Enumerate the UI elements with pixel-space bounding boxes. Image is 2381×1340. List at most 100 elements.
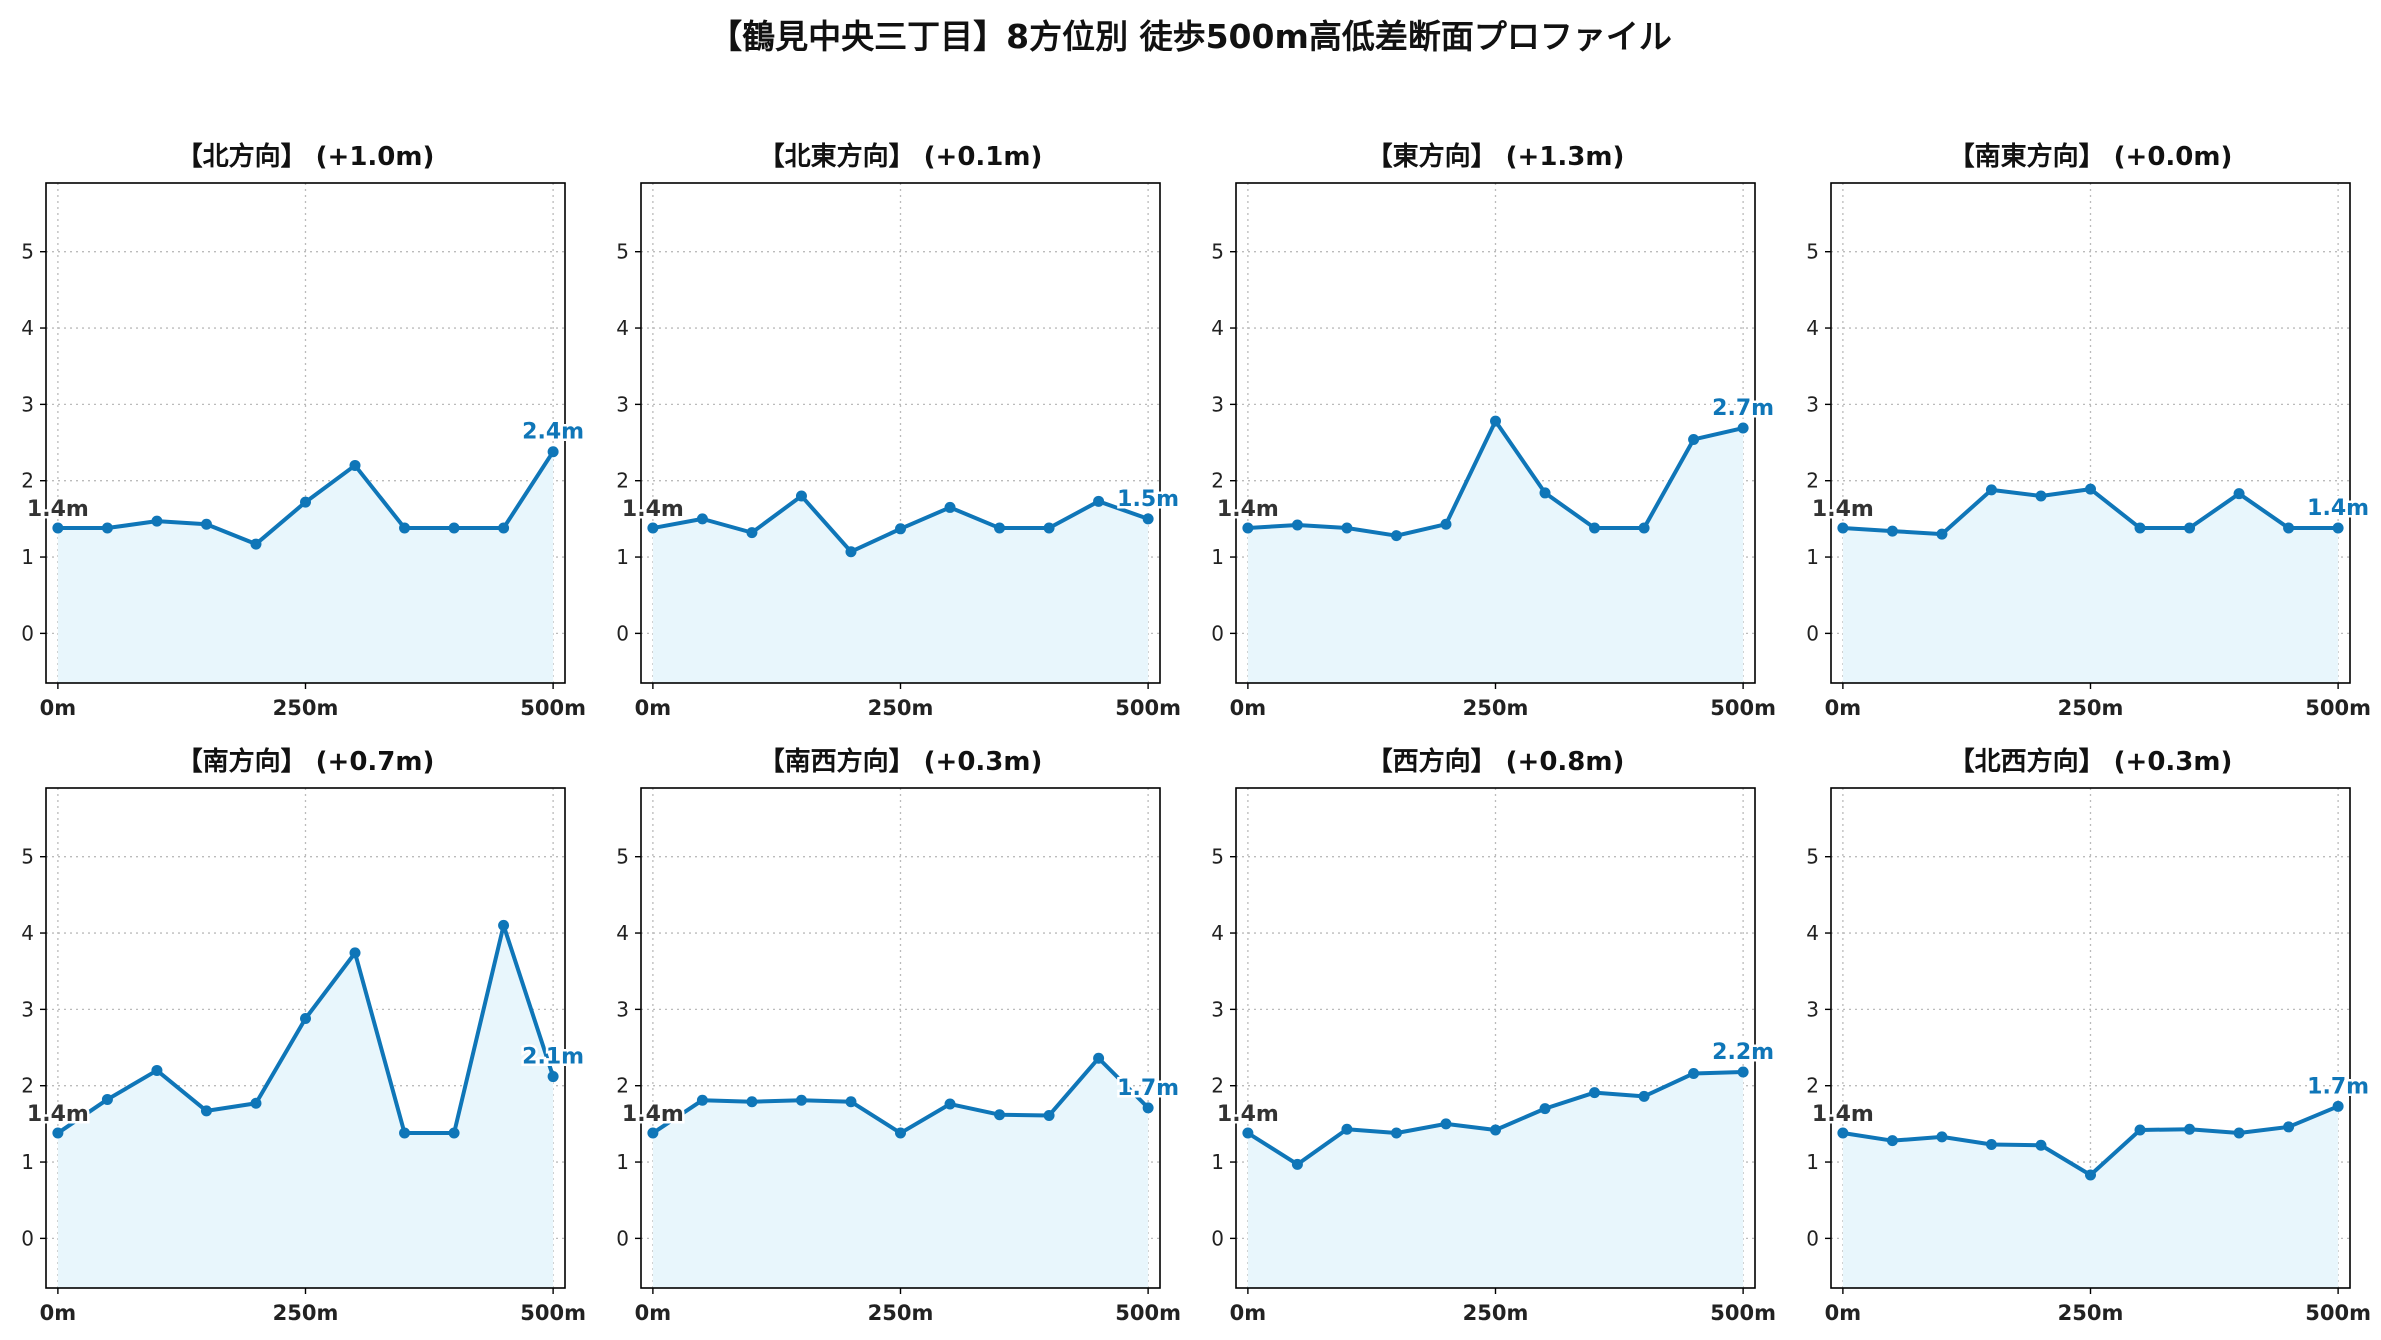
data-point bbox=[1242, 522, 1254, 534]
data-point bbox=[448, 1127, 460, 1139]
x-tick-label: 0m bbox=[1825, 1301, 1862, 1325]
y-tick-label: 4 bbox=[21, 316, 34, 340]
chart-title: 【鶴見中央三丁目】8方位別 徒歩500m高低差断面プロファイル bbox=[709, 17, 1672, 56]
panel-title: 【南西方向】 (+0.3m) bbox=[759, 746, 1043, 777]
data-point bbox=[2035, 490, 2047, 502]
data-point bbox=[845, 546, 857, 558]
y-tick-label: 5 bbox=[1806, 845, 1819, 869]
data-point bbox=[52, 522, 64, 534]
panel-1: 【北東方向】 (+0.1m) 0 1 2 3 4 5 0m 250m 500m 1.4m 1.5m bbox=[616, 141, 1181, 720]
data-point bbox=[1837, 522, 1849, 534]
y-tick-label: 2 bbox=[616, 469, 629, 493]
area-fill bbox=[1247, 421, 1744, 683]
data-point bbox=[1886, 1135, 1898, 1147]
data-point bbox=[1093, 1052, 1105, 1064]
data-point bbox=[1539, 1103, 1551, 1115]
y-tick-label: 0 bbox=[1211, 1226, 1224, 1250]
data-point bbox=[1539, 487, 1551, 499]
y-tick-label: 2 bbox=[1806, 469, 1819, 493]
data-point bbox=[1837, 1127, 1849, 1139]
data-point bbox=[895, 523, 906, 535]
data-point bbox=[250, 538, 262, 550]
y-tick-label: 3 bbox=[21, 392, 34, 416]
y-tick-label: 4 bbox=[1211, 316, 1224, 340]
data-point bbox=[547, 446, 559, 458]
y-tick-label: 3 bbox=[1211, 392, 1224, 416]
y-tick-label: 1 bbox=[1211, 545, 1224, 569]
end-elevation-label: 2.2m bbox=[1712, 1040, 1774, 1065]
x-tick-label: 500m bbox=[1115, 696, 1181, 720]
y-tick-label: 4 bbox=[1211, 921, 1224, 945]
data-point bbox=[250, 1097, 262, 1109]
data-point bbox=[1043, 1109, 1055, 1121]
data-point bbox=[1985, 484, 1997, 496]
panel-6: 【西方向】 (+0.8m) 0 1 2 3 4 5 0m 250m 500m 1.4m 2.2m bbox=[1211, 746, 1776, 1325]
start-elevation-label: 1.4m bbox=[622, 497, 684, 522]
data-point bbox=[1886, 525, 1898, 537]
data-point bbox=[1291, 1158, 1303, 1170]
end-elevation-label: 2.7m bbox=[1712, 396, 1774, 421]
panel-2: 【東方向】 (+1.3m) 0 1 2 3 4 5 0m 250m 500m 1.4m 2.7m bbox=[1211, 141, 1776, 720]
data-point bbox=[1291, 519, 1303, 531]
x-tick-label: 250m bbox=[2058, 1301, 2124, 1325]
y-tick-label: 3 bbox=[21, 997, 34, 1021]
start-elevation-label: 1.4m bbox=[27, 1102, 89, 1127]
x-tick-label: 0m bbox=[635, 1301, 672, 1325]
y-tick-label: 0 bbox=[1211, 621, 1224, 645]
panel-4: 【南方向】 (+0.7m) 0 1 2 3 4 5 0m 250m 500m 1.4m 2.1m bbox=[21, 746, 586, 1325]
x-tick-label: 250m bbox=[1463, 1301, 1529, 1325]
data-point bbox=[2085, 483, 2096, 495]
y-tick-label: 2 bbox=[1806, 1074, 1819, 1098]
y-tick-label: 2 bbox=[1211, 469, 1224, 493]
data-point bbox=[795, 1094, 807, 1106]
area-fill bbox=[652, 1058, 1149, 1288]
y-tick-label: 3 bbox=[1211, 997, 1224, 1021]
area-fill bbox=[57, 451, 554, 683]
start-elevation-label: 1.4m bbox=[1812, 1102, 1874, 1127]
y-tick-label: 1 bbox=[1211, 1150, 1224, 1174]
y-tick-label: 3 bbox=[616, 997, 629, 1021]
y-tick-label: 0 bbox=[616, 621, 629, 645]
end-elevation-label: 2.1m bbox=[522, 1045, 584, 1070]
data-point bbox=[2233, 1127, 2245, 1139]
data-point bbox=[2332, 522, 2344, 534]
y-tick-label: 1 bbox=[616, 545, 629, 569]
data-point bbox=[448, 522, 460, 534]
x-tick-label: 0m bbox=[40, 696, 77, 720]
data-point bbox=[746, 1096, 758, 1108]
data-point bbox=[1142, 1102, 1154, 1114]
data-point bbox=[1737, 422, 1749, 434]
data-point bbox=[1638, 522, 1650, 534]
data-point bbox=[1341, 522, 1353, 534]
start-elevation-label: 1.4m bbox=[1812, 497, 1874, 522]
y-tick-label: 4 bbox=[616, 316, 629, 340]
x-tick-label: 0m bbox=[635, 696, 672, 720]
data-point bbox=[1390, 1127, 1402, 1139]
data-point bbox=[399, 522, 411, 534]
data-point bbox=[151, 515, 163, 527]
x-tick-label: 500m bbox=[1710, 1301, 1776, 1325]
x-tick-label: 0m bbox=[1230, 1301, 1267, 1325]
y-tick-label: 2 bbox=[1211, 1074, 1224, 1098]
start-elevation-label: 1.4m bbox=[1217, 1102, 1279, 1127]
data-point bbox=[1490, 1124, 1501, 1136]
data-point bbox=[1440, 1118, 1452, 1130]
y-tick-label: 1 bbox=[1806, 545, 1819, 569]
y-tick-label: 4 bbox=[21, 921, 34, 945]
x-tick-label: 500m bbox=[1710, 696, 1776, 720]
y-tick-label: 5 bbox=[1211, 845, 1224, 869]
start-elevation-label: 1.4m bbox=[27, 497, 89, 522]
area-fill bbox=[652, 495, 1149, 683]
y-tick-label: 0 bbox=[21, 621, 34, 645]
y-tick-label: 5 bbox=[1806, 240, 1819, 264]
start-elevation-label: 1.4m bbox=[1217, 497, 1279, 522]
area-fill bbox=[1842, 489, 2339, 683]
data-point bbox=[498, 522, 510, 534]
data-point bbox=[1043, 522, 1055, 534]
data-point bbox=[2134, 1124, 2146, 1136]
area-fill bbox=[1842, 1106, 2339, 1288]
data-point bbox=[1688, 433, 1700, 445]
x-tick-label: 500m bbox=[520, 1301, 586, 1325]
data-point bbox=[1936, 528, 1948, 540]
